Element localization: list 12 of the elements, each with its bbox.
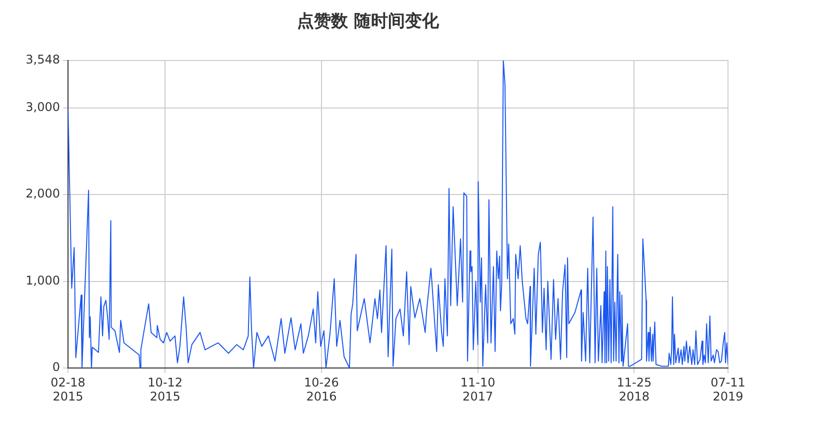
y-tick-label: 2,000 xyxy=(26,186,60,201)
x-tick-label: 11-25 2018 xyxy=(616,375,652,404)
x-tick-label: 10-12 2015 xyxy=(148,375,183,404)
y-tick-label: 3,000 xyxy=(26,100,60,114)
y-tick-label: 1,000 xyxy=(26,273,60,288)
chart-title: 点赞数 随时间变化 xyxy=(297,12,440,32)
x-tick-label: 02-18 2015 xyxy=(50,375,86,404)
x-tick-label: 07-11 2019 xyxy=(710,375,746,404)
x-tick-label: 10-26 2016 xyxy=(304,375,339,404)
y-tick-label: 0 xyxy=(52,360,60,374)
x-tick-label: 11-10 2017 xyxy=(460,375,496,404)
y-tick-label: 3,548 xyxy=(26,52,60,67)
